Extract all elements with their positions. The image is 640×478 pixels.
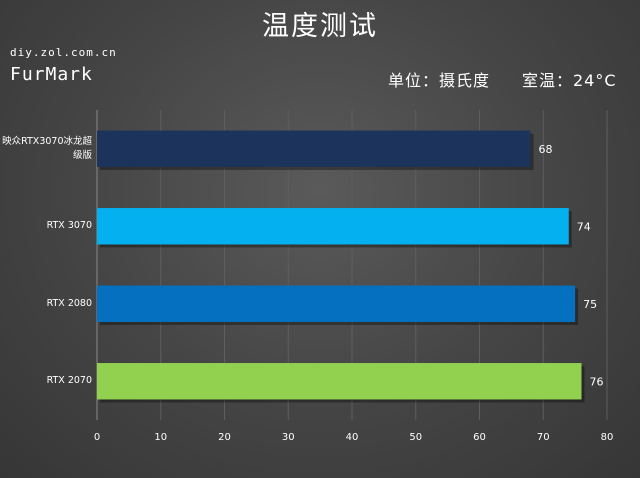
x-tick-label: 50: [409, 432, 422, 443]
chart-title: 温度测试: [262, 11, 378, 42]
x-tick-label: 10: [154, 432, 167, 443]
x-tick-label: 80: [601, 432, 614, 443]
x-tick-label: 0: [94, 432, 100, 443]
bar: [97, 208, 569, 245]
category-label: RTX 2070: [46, 375, 92, 387]
x-tick-label: 70: [537, 432, 550, 443]
bar: [97, 285, 576, 322]
x-tick-label: 60: [473, 432, 486, 443]
bar: [97, 130, 531, 167]
room-temperature-label: 室温：24°C: [522, 71, 617, 90]
category-label: RTX 2080: [46, 297, 92, 309]
x-tick-label: 30: [282, 432, 295, 443]
category-label: 映众RTX3070冰龙超级版: [2, 135, 92, 161]
data-label: 74: [577, 220, 591, 233]
watermark-text: diy.zol.com.cn: [10, 46, 117, 59]
unit-label: 单位：摄氏度: [388, 71, 491, 90]
data-label: 68: [539, 143, 553, 156]
x-tick-label: 20: [218, 432, 231, 443]
bar: [97, 363, 582, 400]
data-label: 76: [590, 375, 604, 388]
x-tick-label: 40: [346, 432, 359, 443]
data-label: 75: [583, 298, 597, 311]
benchmark-tool-label: FurMark: [10, 64, 93, 85]
category-label: RTX 3070: [46, 220, 92, 232]
